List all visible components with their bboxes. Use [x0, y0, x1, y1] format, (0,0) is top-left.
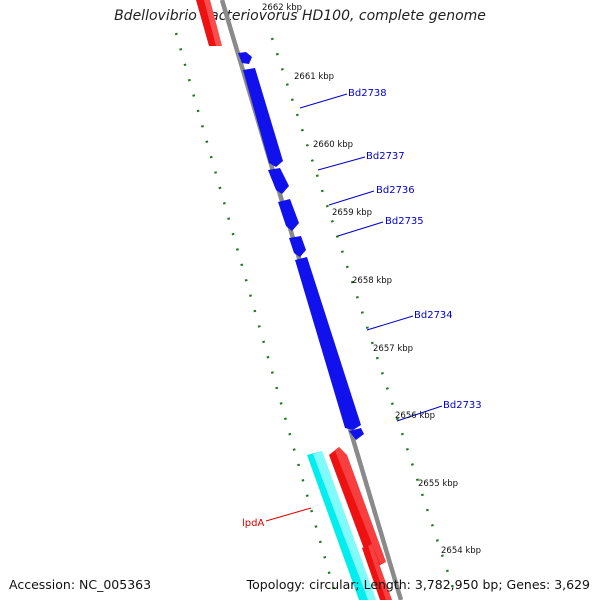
tick-label-2659: 2659 kbp: [332, 208, 372, 218]
gene-label-Bd2736[interactable]: Bd2736: [376, 185, 415, 196]
gene-Bd2736[interactable]: [278, 199, 299, 231]
forward-gene-bottom-shade: [368, 544, 392, 600]
gene-label-Bd2735[interactable]: Bd2735: [385, 216, 424, 227]
gene-label-Bd2733[interactable]: Bd2733: [443, 400, 482, 411]
gene-callouts: [265, 93, 443, 522]
tick-label-2661: 2661 kbp: [294, 72, 334, 82]
genome-summary-text: Topology: circular; Length: 3,782,950 bp…: [246, 577, 590, 592]
tick-label-2662: 2662 kbp: [262, 3, 302, 13]
gene-label-Bd2738[interactable]: Bd2738: [348, 88, 387, 99]
tick-label-2657: 2657 kbp: [373, 344, 413, 354]
gene-Bd2733[interactable]: [349, 428, 364, 440]
gene-lpdA-shade: [335, 447, 386, 564]
gene-Bd2737[interactable]: [268, 168, 289, 194]
tick-label-2660: 2660 kbp: [313, 140, 353, 150]
tick-label-2658: 2658 kbp: [352, 276, 392, 286]
inner-tick-track: [174, 32, 338, 598]
gene-label-Bd2734[interactable]: Bd2734: [414, 310, 453, 321]
gene-Bd2734[interactable]: [295, 257, 361, 430]
cyan-gene-shade: [313, 451, 376, 600]
tick-label-2654: 2654 kbp: [441, 546, 481, 556]
forward-gene-top-shade: [204, 0, 222, 46]
accession-text: Accession: NC_005363: [9, 577, 152, 592]
tick-label-2655: 2655 kbp: [418, 479, 458, 489]
gene-Bd2735[interactable]: [289, 236, 306, 257]
gene-label-Bd2737[interactable]: Bd2737: [366, 151, 405, 162]
tick-label-2656: 2656 kbp: [395, 411, 435, 421]
gene-Bd2738[interactable]: [243, 68, 283, 167]
gene-label-lpdA[interactable]: lpdA: [242, 518, 264, 529]
gene-Bd2738-arrow[interactable]: [238, 52, 252, 64]
